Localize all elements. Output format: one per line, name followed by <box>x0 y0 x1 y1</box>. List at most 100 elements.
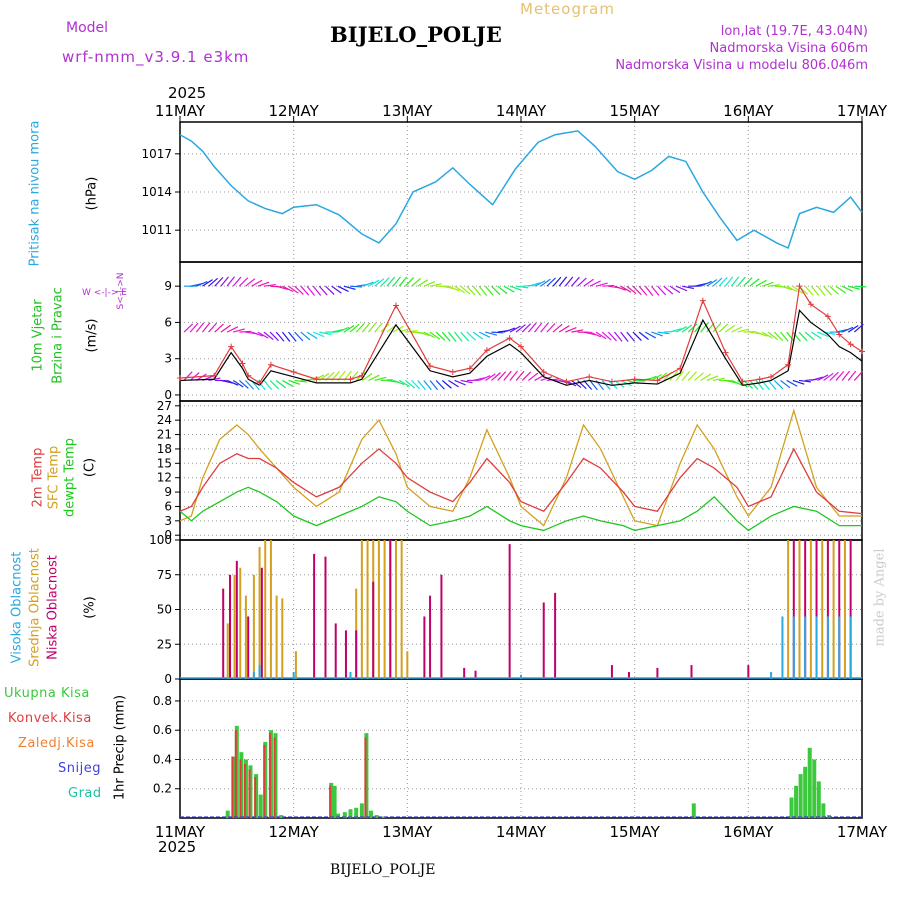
wind-barb <box>614 331 623 342</box>
wind-barb <box>454 331 463 342</box>
wind-barb <box>472 331 484 340</box>
wind-barb <box>491 372 501 381</box>
wind-barb <box>583 380 593 390</box>
wind-barb <box>527 322 537 333</box>
wind-barb <box>263 380 273 390</box>
wind-barb <box>429 380 439 391</box>
wind-barb <box>829 371 839 381</box>
precip-label-snow: Snijeg <box>58 761 101 776</box>
wind-barb <box>509 285 522 291</box>
wind-barb <box>472 285 482 296</box>
wind-barb <box>226 379 239 386</box>
wind-barb <box>853 371 863 381</box>
wind-barb <box>485 373 496 381</box>
x-day-label-top: 12MAY <box>269 102 320 120</box>
precip-bar-conv <box>268 733 271 818</box>
wind-gust-marker <box>654 377 661 384</box>
wind-barb <box>417 279 429 287</box>
wind-barb <box>515 324 526 333</box>
page-title: BIJELO_POLJE <box>330 22 502 47</box>
dewpt-line <box>179 486 862 532</box>
wind-barb <box>749 278 760 287</box>
wind-barb <box>503 327 516 333</box>
wind-barb <box>423 380 432 391</box>
wind-barb <box>466 331 477 341</box>
y-tick-label: 0 <box>164 388 172 402</box>
wind-barb <box>448 379 459 388</box>
wind-barb <box>214 323 224 333</box>
wind-barb <box>675 326 687 333</box>
wind-barb <box>183 323 194 333</box>
wind-speed-line <box>179 309 863 387</box>
wind-barb <box>773 380 784 390</box>
precip-bar-conv <box>263 744 266 818</box>
wind-barb <box>682 285 695 290</box>
wind-gust-marker <box>483 347 490 354</box>
wind-barb <box>497 285 508 295</box>
wind-gust-marker <box>177 375 183 382</box>
wind-barb <box>196 280 208 287</box>
wind-barb <box>392 276 402 287</box>
wind-barb <box>848 285 860 290</box>
wind-barb <box>589 331 602 338</box>
y-tick-label: 0 <box>164 528 172 542</box>
wind-barb <box>823 285 833 296</box>
wind-gust-marker <box>347 376 354 383</box>
wind-barb <box>669 328 682 333</box>
wind-gust-marker <box>807 301 814 308</box>
wind-barb <box>454 285 465 294</box>
precip-bar-total <box>335 813 340 818</box>
meteogram-subtitle: Meteogram <box>520 0 615 18</box>
wind-gust-marker <box>756 376 763 383</box>
wind-barb <box>780 379 791 389</box>
wind-barb <box>509 325 521 333</box>
x-day-label-bottom: 11MAY <box>155 823 206 841</box>
x-day-label-top: 13MAY <box>382 102 433 120</box>
year-bottom: 2025 <box>158 838 197 856</box>
wind-barb <box>650 285 660 296</box>
wind-barb <box>804 331 815 341</box>
wind-barb <box>718 276 728 287</box>
wind-barb <box>460 379 473 384</box>
y-tick-label: 6 <box>164 315 172 329</box>
precip-bar-conv <box>273 737 276 818</box>
wind-barb <box>343 325 355 333</box>
wind-gust-marker <box>506 335 513 342</box>
wind-barb <box>847 324 859 333</box>
wind-barb <box>620 379 632 387</box>
wind-gust-marker <box>313 376 320 383</box>
wind-barb <box>208 277 219 287</box>
wind-barb <box>798 331 808 342</box>
precip-bar-conv <box>254 777 257 818</box>
wind-barb <box>282 285 294 293</box>
wind-gust-marker <box>256 379 263 386</box>
y-tick-label: 0.6 <box>153 723 172 737</box>
x-day-label-bottom: 16MAY <box>723 823 774 841</box>
wind-barb <box>823 372 834 381</box>
wind-barb <box>350 285 363 288</box>
wind-barb <box>841 326 854 333</box>
wind-barb <box>681 324 693 333</box>
wind-barb <box>478 285 488 296</box>
wind-barb <box>288 379 301 385</box>
y-tick-label: 0.2 <box>153 782 172 796</box>
wind-barb <box>528 372 539 381</box>
wind-barb <box>755 380 764 391</box>
wind-barb <box>251 331 264 337</box>
elevation-label: Nadmorska Visina 606m <box>709 41 869 56</box>
wind-gust-marker <box>785 361 792 368</box>
wind-gust-marker <box>768 373 775 380</box>
wind-barb <box>638 331 649 340</box>
y-tick-label: 1017 <box>141 147 172 161</box>
precip-bar-conv <box>231 756 234 818</box>
wind-barb <box>337 285 349 293</box>
y-tick-label: 27 <box>157 399 172 413</box>
wind-barb <box>755 331 768 337</box>
x-day-label-top: 16MAY <box>723 102 774 120</box>
wind-barb <box>780 285 793 291</box>
wind-barb <box>607 331 617 342</box>
wind-barb <box>571 329 584 333</box>
wind-barb <box>724 276 734 287</box>
wind-barb <box>712 277 723 287</box>
wind-barb <box>503 285 515 293</box>
